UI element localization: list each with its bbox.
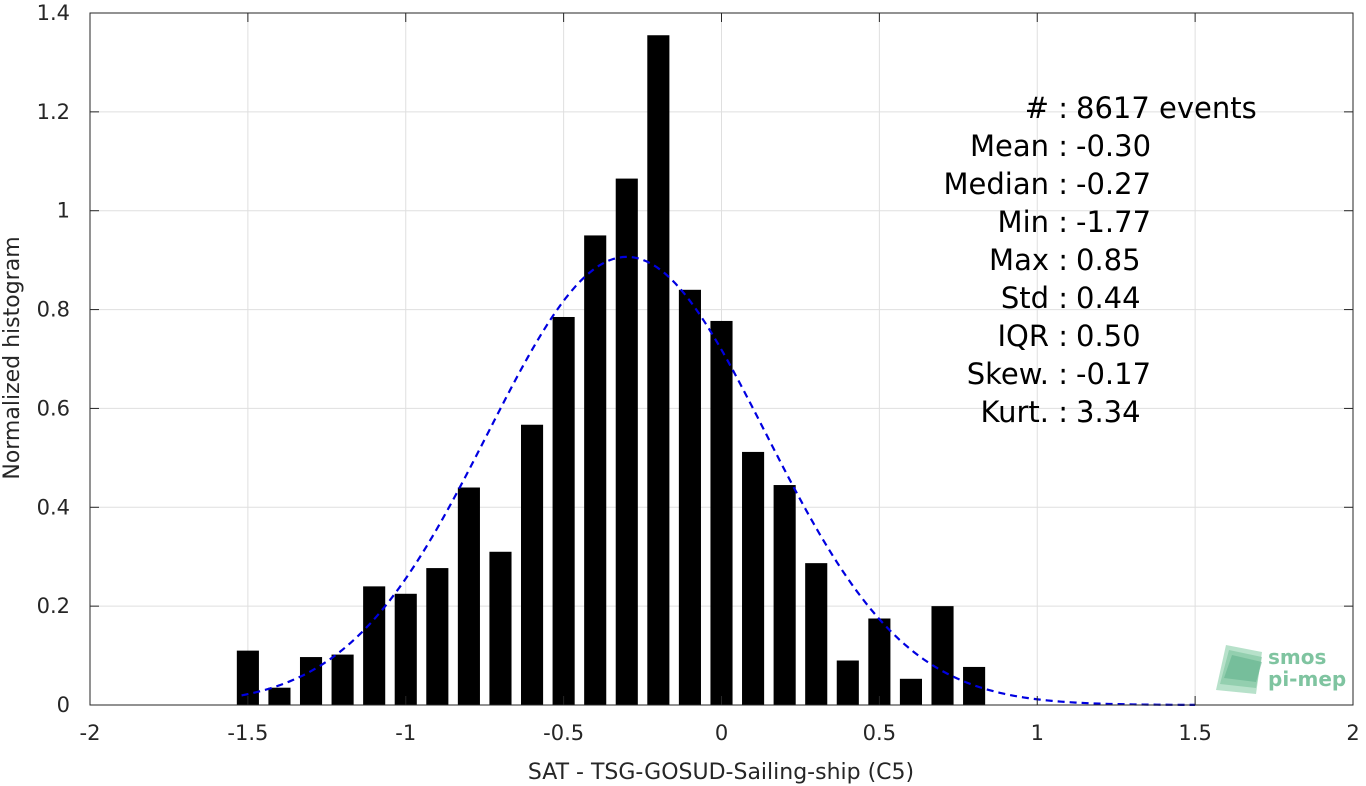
logo-line2: pi-mep — [1268, 667, 1346, 691]
histogram-bar — [426, 568, 449, 705]
x-tick-label: 0.5 — [863, 721, 896, 745]
stat-value: 0.50 — [1076, 319, 1141, 353]
histogram-bar — [931, 606, 954, 705]
logo-wave-icon — [1216, 645, 1262, 694]
stat-label: Min : — [998, 205, 1068, 239]
stat-value: -1.77 — [1076, 205, 1151, 239]
histogram-bar — [678, 289, 701, 705]
x-tick-label: -0.5 — [543, 721, 584, 745]
x-tick-label: 2 — [1346, 721, 1359, 745]
stat-label: Kurt. : — [981, 395, 1068, 429]
logo-line1: smos — [1268, 645, 1326, 669]
x-tick-label: 1 — [1031, 721, 1044, 745]
stat-value: 3.34 — [1076, 395, 1141, 429]
stat-label: # : — [1025, 91, 1068, 125]
histogram-bar — [236, 650, 259, 705]
histogram-bar — [363, 586, 386, 705]
histogram-bar — [836, 660, 859, 705]
stat-value: -0.27 — [1076, 167, 1151, 201]
stat-label: Std : — [1001, 281, 1068, 315]
x-tick-label: 0 — [715, 721, 728, 745]
histogram-bar — [647, 35, 670, 705]
stat-value: 0.85 — [1076, 243, 1141, 277]
histogram-bar — [268, 687, 291, 705]
y-tick-label: 0.6 — [37, 396, 70, 420]
histogram-bars — [236, 35, 986, 706]
stat-value: 8617 events — [1076, 91, 1257, 125]
x-tick-label: -1.5 — [227, 721, 268, 745]
x-tick-label: -1 — [395, 721, 416, 745]
histogram-bar — [584, 235, 607, 705]
histogram-bar — [773, 485, 796, 705]
stat-label: Skew. : — [967, 357, 1068, 391]
histogram-bar — [394, 593, 417, 705]
histogram-bar — [489, 551, 512, 705]
histogram-bar — [710, 320, 733, 705]
x-tick-label: 1.5 — [1178, 721, 1211, 745]
stat-value: 0.44 — [1076, 281, 1141, 315]
histogram-bar — [742, 451, 765, 705]
y-tick-label: 0.4 — [37, 495, 70, 519]
smos-pi-mep-logo: smos pi-mep — [1216, 645, 1346, 694]
histogram-bar — [552, 316, 575, 705]
histogram-bar — [615, 178, 638, 706]
x-tick-labels: -2 -1.5 -1 -0.5 0 0.5 1 1.5 2 — [80, 721, 1360, 745]
histogram-bar — [868, 618, 891, 705]
histogram-bar — [899, 678, 923, 705]
stat-value: -0.17 — [1076, 357, 1151, 391]
stat-label: Max : — [989, 243, 1068, 277]
y-tick-label: 1 — [57, 199, 70, 223]
stat-label: Median : — [944, 167, 1068, 201]
histogram-bar — [457, 487, 480, 705]
histogram-bar — [963, 666, 986, 705]
histogram-bar — [805, 563, 828, 705]
y-tick-label: 1.4 — [37, 1, 70, 25]
axis-ticks — [89, 12, 1354, 706]
stat-label: Mean : — [970, 129, 1068, 163]
x-tick-label: -2 — [80, 721, 101, 745]
y-tick-label: 0 — [57, 693, 70, 717]
y-tick-labels: 0 0.2 0.4 0.6 0.8 1 1.2 1.4 — [37, 1, 70, 717]
y-tick-label: 0.8 — [37, 298, 70, 322]
y-tick-label: 1.2 — [37, 100, 70, 124]
x-axis-label: SAT - TSG-GOSUD-Sailing-ship (C5) — [528, 760, 914, 785]
stat-value: -0.30 — [1076, 129, 1151, 163]
stat-label: IQR : — [997, 319, 1068, 353]
y-tick-label: 0.2 — [37, 594, 70, 618]
histogram-bar — [520, 424, 544, 705]
y-axis-label: Normalized histogram — [0, 236, 25, 479]
gaussian-fit-line — [241, 255, 1196, 706]
histogram-bar — [331, 654, 354, 705]
histogram-bar — [299, 657, 323, 705]
